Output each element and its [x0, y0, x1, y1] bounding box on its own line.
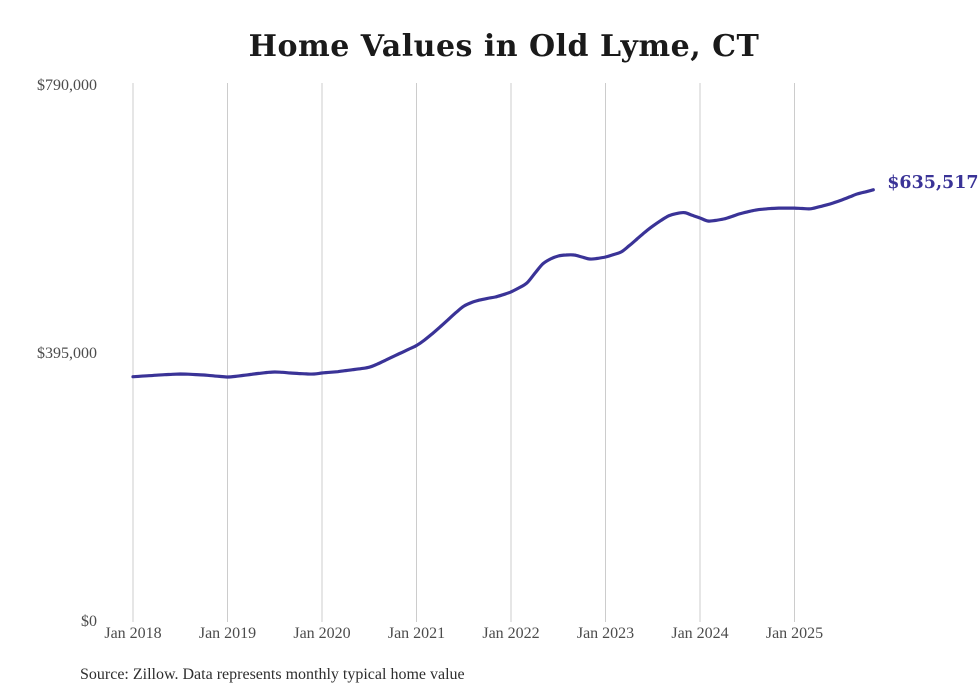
gridlines: [132, 83, 795, 622]
value-line: [131, 188, 875, 379]
chart-title: Home Values in Old Lyme, CT: [248, 29, 760, 64]
source-note: Source: Zillow. Data represents monthly …: [80, 666, 465, 683]
